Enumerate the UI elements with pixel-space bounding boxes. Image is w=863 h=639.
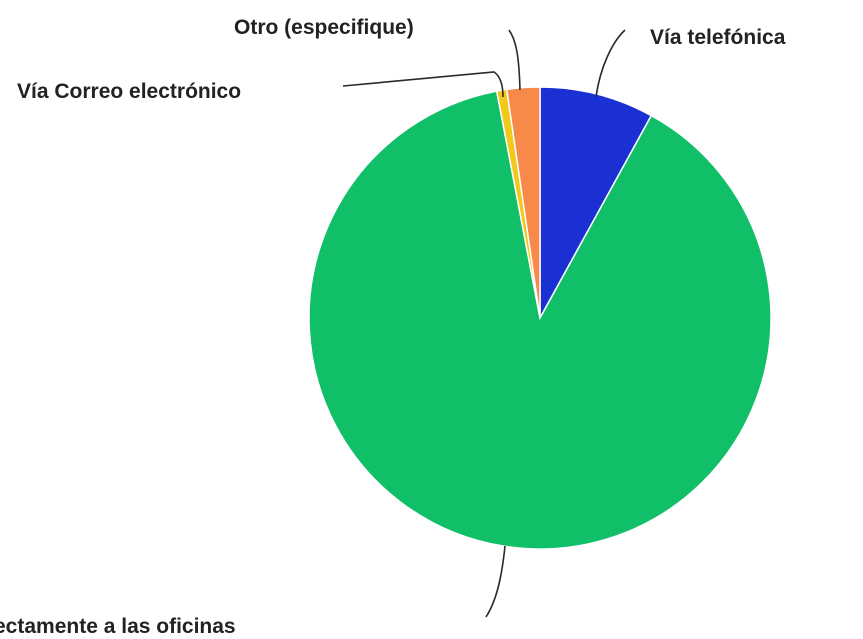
leader-lines bbox=[342, 29, 626, 618]
pie-slice-2 bbox=[308, 90, 772, 550]
slice-label-via-telefonica: Vía telefónica bbox=[650, 26, 786, 49]
slice-labels: Vía telefónica ectamente a las oficinas … bbox=[0, 16, 786, 638]
slice-label-directamente: ectamente a las oficinas bbox=[0, 615, 236, 638]
slice-label-otro: Otro (especifique) bbox=[234, 16, 414, 39]
leader-line-via-telefonica bbox=[595, 29, 626, 98]
leader-line-otro bbox=[508, 29, 521, 91]
pie-slice-4 bbox=[505, 86, 541, 319]
leader-line-correo bbox=[342, 71, 504, 98]
slice-label-correo: Vía Correo electrónico bbox=[17, 80, 241, 103]
pie-slices bbox=[308, 86, 772, 550]
pie-slice-1 bbox=[539, 86, 653, 319]
leader-line-directamente bbox=[485, 545, 506, 618]
